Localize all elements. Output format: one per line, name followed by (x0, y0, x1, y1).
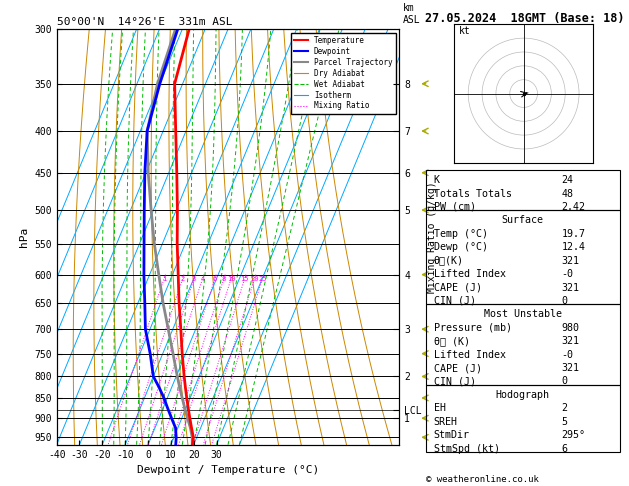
Text: K: K (433, 175, 440, 185)
Text: 2: 2 (181, 276, 185, 282)
Text: © weatheronline.co.uk: © weatheronline.co.uk (426, 474, 539, 484)
Text: 4: 4 (201, 276, 204, 282)
X-axis label: Dewpoint / Temperature (°C): Dewpoint / Temperature (°C) (137, 465, 319, 475)
Text: Lifted Index: Lifted Index (433, 349, 506, 360)
Text: 48: 48 (562, 189, 574, 199)
Text: CIN (J): CIN (J) (433, 377, 476, 386)
Text: 6: 6 (562, 444, 567, 453)
Text: SREH: SREH (433, 417, 457, 427)
Text: StmSpd (kt): StmSpd (kt) (433, 444, 499, 453)
Text: Hodograph: Hodograph (496, 390, 550, 400)
Text: kt: kt (459, 26, 470, 36)
Text: 10: 10 (227, 276, 235, 282)
Text: CIN (J): CIN (J) (433, 296, 476, 306)
Text: 2: 2 (562, 403, 567, 413)
Text: EH: EH (433, 403, 445, 413)
Text: 8: 8 (222, 276, 226, 282)
Text: 0: 0 (562, 377, 567, 386)
Text: 20: 20 (250, 276, 259, 282)
Text: 50°00'N  14°26'E  331m ASL: 50°00'N 14°26'E 331m ASL (57, 17, 232, 27)
Text: Surface: Surface (502, 215, 543, 226)
Text: Temp (°C): Temp (°C) (433, 229, 487, 239)
Text: 6: 6 (213, 276, 217, 282)
Text: km
ASL: km ASL (403, 3, 420, 25)
Text: 12.4: 12.4 (562, 242, 586, 252)
Text: 321: 321 (562, 282, 579, 293)
Text: 295°: 295° (562, 430, 586, 440)
Bar (426, 385, 620, 452)
Text: 980: 980 (562, 323, 579, 333)
Text: 2.42: 2.42 (562, 202, 586, 212)
Text: 5: 5 (562, 417, 567, 427)
Text: 321: 321 (562, 256, 579, 266)
Text: Dewp (°C): Dewp (°C) (433, 242, 487, 252)
Bar (426, 170, 620, 210)
Text: Pressure (mb): Pressure (mb) (433, 323, 511, 333)
Text: StmDir: StmDir (433, 430, 470, 440)
Text: PW (cm): PW (cm) (433, 202, 476, 212)
Text: Most Unstable: Most Unstable (484, 310, 562, 319)
Bar (426, 210, 620, 304)
Text: 3: 3 (192, 276, 196, 282)
Text: 321: 321 (562, 336, 579, 346)
Text: 24: 24 (562, 175, 574, 185)
Text: CAPE (J): CAPE (J) (433, 363, 482, 373)
Text: 27.05.2024  18GMT (Base: 18): 27.05.2024 18GMT (Base: 18) (425, 12, 624, 25)
Text: 1: 1 (162, 276, 166, 282)
Text: θᴇ (K): θᴇ (K) (433, 336, 470, 346)
Text: -0: -0 (562, 269, 574, 279)
Text: 15: 15 (240, 276, 249, 282)
Text: Lifted Index: Lifted Index (433, 269, 506, 279)
Text: -0: -0 (562, 349, 574, 360)
Text: CAPE (J): CAPE (J) (433, 282, 482, 293)
Text: 25: 25 (258, 276, 267, 282)
Bar (426, 304, 620, 385)
Y-axis label: Mixing Ratio (g/kg): Mixing Ratio (g/kg) (428, 181, 437, 293)
Text: 321: 321 (562, 363, 579, 373)
Text: 19.7: 19.7 (562, 229, 586, 239)
Text: θᴇ(K): θᴇ(K) (433, 256, 464, 266)
Y-axis label: hPa: hPa (19, 227, 28, 247)
Text: Totals Totals: Totals Totals (433, 189, 511, 199)
Text: 0: 0 (562, 296, 567, 306)
Legend: Temperature, Dewpoint, Parcel Trajectory, Dry Adiabat, Wet Adiabat, Isotherm, Mi: Temperature, Dewpoint, Parcel Trajectory… (291, 33, 396, 114)
